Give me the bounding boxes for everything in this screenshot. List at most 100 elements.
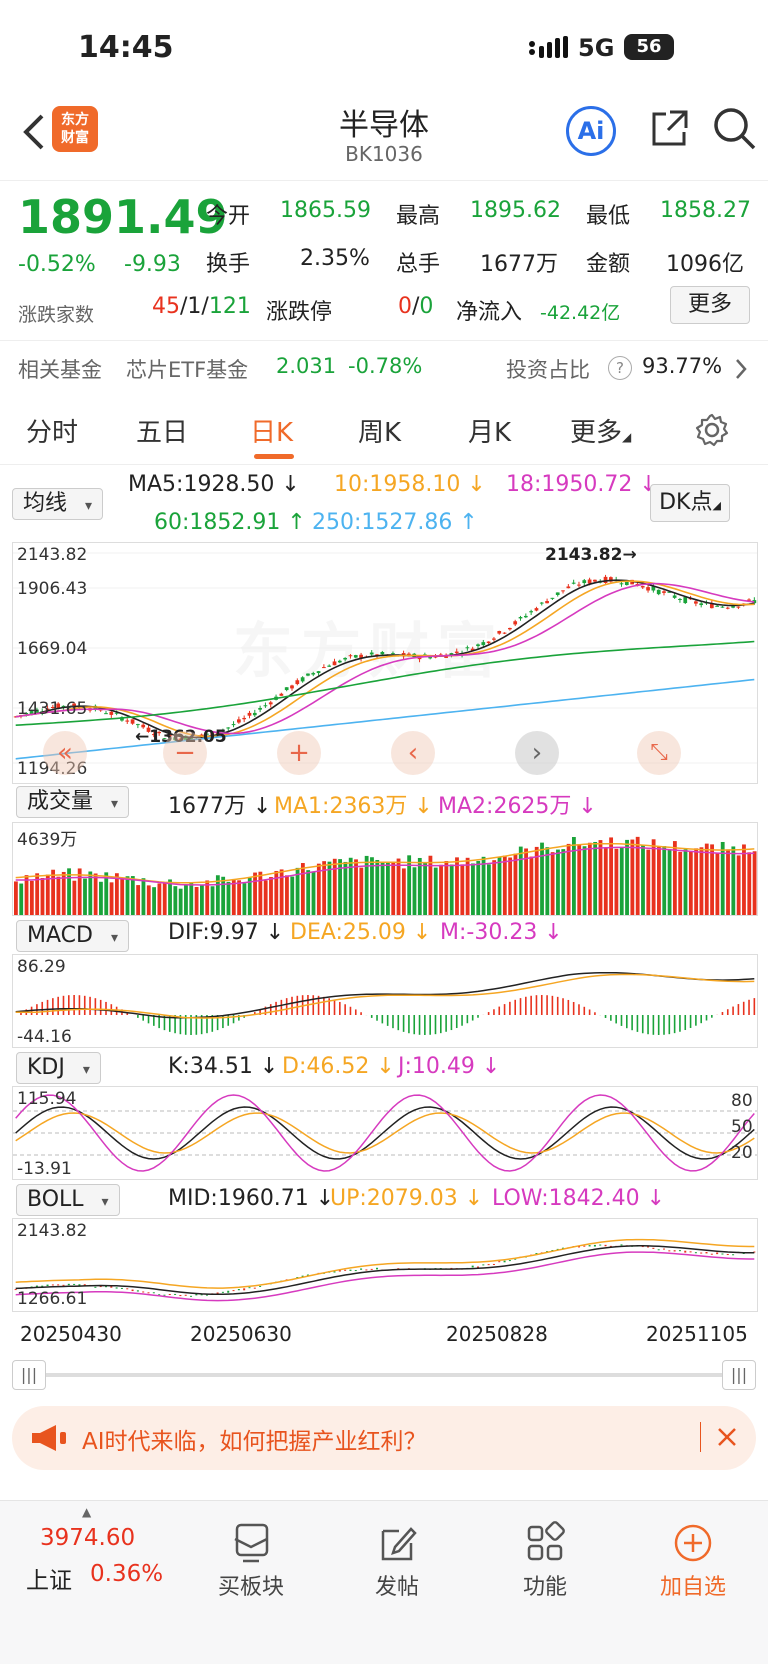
volume-bar [365, 856, 369, 915]
macd-histogram-bar [57, 997, 59, 1015]
max-marker: 2143.82→ [545, 545, 637, 565]
range-handle-left[interactable]: ||| [12, 1360, 46, 1390]
candle-body [131, 719, 135, 723]
volume-chart[interactable]: 4639万 [12, 822, 758, 916]
boll-candle [700, 1253, 702, 1254]
macd-histogram-bar [706, 1015, 708, 1020]
kdj-chart[interactable]: 115.94 -13.91 80 50 20 [12, 1086, 758, 1180]
nav-add-watchlist[interactable]: 加自选 [618, 1511, 768, 1601]
volume-bar [110, 882, 114, 915]
boll-candle [472, 1266, 474, 1268]
macd-histogram-bar [530, 996, 532, 1015]
more-button[interactable]: 更多 [670, 286, 750, 324]
volume-bar [269, 877, 273, 915]
volume-bar [312, 871, 316, 915]
boll-candle [594, 1245, 596, 1247]
fullscreen-button[interactable]: ⤡ [637, 731, 681, 775]
candle-body [104, 713, 108, 714]
volume-bar [83, 879, 87, 915]
macd-histogram-bar [477, 1015, 479, 1018]
tab-weekly-k[interactable]: 周K [358, 412, 401, 449]
battery-level: 56 [636, 36, 661, 57]
settings-gear-icon[interactable] [694, 412, 730, 448]
help-icon[interactable]: ? [608, 356, 632, 380]
close-icon[interactable] [716, 1426, 738, 1448]
range-handle-right[interactable]: ||| [722, 1360, 756, 1390]
macd-m: M:-30.23 ↓ [440, 920, 563, 945]
ma-selector-label: 均线 [23, 491, 67, 516]
boll-candle [68, 1284, 70, 1285]
volume-bar [126, 876, 130, 915]
volume-bar [498, 857, 502, 915]
volume-bar [551, 852, 555, 915]
macd-histogram-bar [504, 1004, 506, 1015]
volume-bar [636, 837, 640, 915]
indicator-selector-boll[interactable]: BOLL [16, 1184, 120, 1216]
tab-five-day[interactable]: 五日 [136, 412, 188, 449]
volume-max-label: 4639万 [17, 825, 77, 850]
candle-body [237, 719, 241, 722]
boll-candle [371, 1269, 373, 1270]
breadth-flat: 1 [187, 294, 201, 319]
boll-candle [684, 1251, 686, 1253]
indicator-selector-ma[interactable]: 均线 [12, 488, 103, 520]
related-fund-row[interactable]: 相关基金 芯片ETF基金 2.031 -0.78% 投资占比 ? 93.77% [0, 340, 768, 398]
indicator-selector-macd[interactable]: MACD [16, 920, 129, 952]
search-icon[interactable] [712, 106, 758, 152]
tab-daily-k[interactable]: 日K [250, 412, 293, 449]
low-value: 1858.27 [660, 198, 751, 223]
signal-icon [528, 36, 568, 60]
nav-buy-sector[interactable]: 买板块 [176, 1511, 326, 1601]
volume-bar [253, 873, 257, 915]
indicator-selector-kdj[interactable]: KDJ [16, 1052, 101, 1084]
indicator-selector-volume[interactable]: 成交量 [16, 786, 129, 818]
boll-candle [47, 1285, 49, 1286]
scroll-left-fast-button[interactable]: « [43, 731, 87, 775]
boll-candle [674, 1250, 676, 1251]
tab-monthly-k[interactable]: 月K [468, 412, 511, 449]
range-scrollbar[interactable]: ||| ||| [12, 1360, 756, 1390]
ai-button[interactable]: Ai [566, 106, 616, 156]
boll-chart[interactable]: 2143.82 1266.61 [12, 1218, 758, 1312]
zoom-out-button[interactable]: − [163, 731, 207, 775]
boll-candle [57, 1284, 59, 1285]
volume-bar [519, 847, 523, 915]
macd-dif: DIF:9.97 ↓ [168, 920, 284, 945]
candle-body [694, 601, 698, 603]
volume-bar [545, 847, 549, 915]
volume-bar [168, 879, 172, 915]
index-ticker[interactable]: ▲ 3974.60 上证 0.36% [0, 1501, 176, 1621]
boll-candle [706, 1252, 708, 1253]
nav-post[interactable]: 发帖 [322, 1511, 472, 1601]
dk-points-button[interactable]: DK点◢ [650, 484, 730, 522]
limit-label: 涨跌停 [266, 294, 332, 326]
boll-candle [349, 1270, 351, 1271]
share-icon[interactable] [648, 108, 690, 150]
candle-body [561, 590, 565, 591]
volume-bar [248, 878, 252, 915]
macd-histogram-bar [754, 998, 756, 1015]
tab-more[interactable]: 更多◢ [570, 412, 631, 449]
volume-bar [25, 875, 29, 915]
volume-bar [609, 837, 613, 915]
scroll-right-button[interactable]: › [515, 731, 559, 775]
macd-chart[interactable]: 86.29 -44.16 [12, 954, 758, 1048]
caret-up-icon: ▲ [82, 1505, 91, 1519]
scroll-left-button[interactable]: ‹ [391, 731, 435, 775]
macd-histogram-bar [536, 995, 538, 1015]
boll-candle [110, 1286, 112, 1287]
promo-banner[interactable]: AI时代来临，如何把握产业红利？ [12, 1406, 756, 1470]
candle-body [380, 652, 384, 654]
zoom-in-button[interactable]: + [277, 731, 321, 775]
kdj-d: D:46.52 ↓ [282, 1054, 395, 1079]
volume-bar [503, 856, 507, 915]
candle-body [556, 592, 560, 595]
nav-functions[interactable]: 功能 [470, 1511, 620, 1601]
y-label-max: 2143.82 [17, 545, 87, 565]
tab-intraday[interactable]: 分时 [26, 412, 78, 449]
volume-bar [173, 886, 177, 915]
macd-histogram-bar [700, 1015, 702, 1023]
candle-body [577, 585, 581, 586]
volume-bar [508, 858, 512, 915]
